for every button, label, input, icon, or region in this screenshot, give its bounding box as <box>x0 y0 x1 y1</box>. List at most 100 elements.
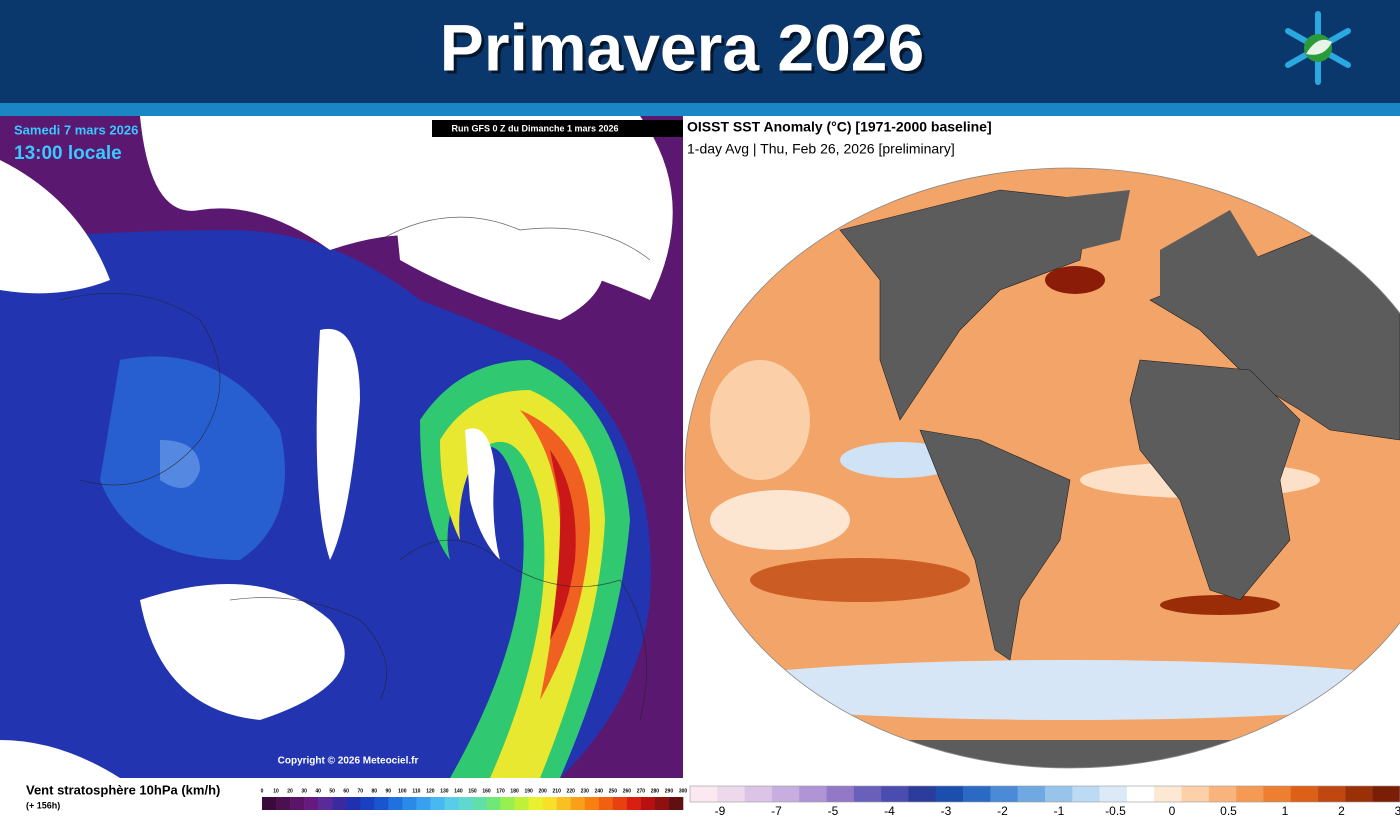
color-swatch <box>626 797 642 810</box>
color-swatch <box>304 797 319 810</box>
color-swatch <box>799 786 827 802</box>
scale-label: 40 <box>315 788 321 794</box>
map-outline <box>684 167 1400 769</box>
scale-label: 270 <box>637 788 646 794</box>
color-swatch <box>1045 786 1073 802</box>
colorbar-frame <box>689 785 1400 803</box>
scale-label: -2 <box>997 804 1008 817</box>
color-swatch <box>332 797 347 810</box>
color-swatch <box>853 786 882 802</box>
color-swatch <box>690 786 718 802</box>
scale-label: 280 <box>651 788 660 794</box>
color-swatch <box>654 797 670 810</box>
color-swatch <box>1345 786 1373 802</box>
scale-label: 100 <box>398 788 407 794</box>
scale-label: 230 <box>581 788 590 794</box>
color-swatch <box>1263 786 1292 802</box>
map-time: 13:00 locale <box>14 143 122 164</box>
color-swatch <box>1372 786 1400 802</box>
scale-label: 70 <box>357 788 363 794</box>
color-swatch <box>514 797 529 810</box>
scale-label: -5 <box>828 804 839 817</box>
scale-label: 1 <box>1282 804 1289 817</box>
color-swatch <box>458 797 473 810</box>
scale-label: 130 <box>440 788 449 794</box>
scale-label: 250 <box>609 788 618 794</box>
map-date: Samedi 7 mars 2026 <box>14 122 138 137</box>
scale-label: 150 <box>468 788 477 794</box>
color-swatch <box>1017 786 1046 802</box>
scale-label: -3 <box>941 804 952 817</box>
color-swatch <box>881 786 909 802</box>
scale-label: 190 <box>524 788 533 794</box>
scale-label: 110 <box>412 788 420 794</box>
color-swatch <box>318 797 333 810</box>
scale-label: 120 <box>426 788 435 794</box>
color-swatch <box>276 797 291 810</box>
scale-label: 200 <box>538 788 547 794</box>
color-swatch <box>744 786 773 802</box>
sst-map <box>685 168 1400 768</box>
color-swatch <box>472 797 487 810</box>
color-swatch <box>908 786 937 802</box>
scale-label: -4 <box>884 804 895 817</box>
scale-label: 60 <box>343 788 349 794</box>
color-swatch <box>963 786 991 802</box>
color-swatch <box>1208 786 1237 802</box>
color-swatch <box>990 786 1018 802</box>
scale-label: 140 <box>454 788 463 794</box>
color-swatch <box>430 797 445 810</box>
scale-label: 210 <box>553 788 562 794</box>
legend-title: Vent stratosphère 10hPa (km/h) <box>26 782 220 797</box>
color-swatch <box>668 797 684 810</box>
copyright: Copyright © 2026 Meteociel.fr <box>278 756 419 767</box>
scale-label: 80 <box>371 788 377 794</box>
color-swatch <box>771 786 800 802</box>
scale-label: 220 <box>567 788 576 794</box>
color-swatch <box>1181 786 1210 802</box>
scale-label: 0 <box>1169 804 1176 817</box>
run-label: Run GFS 0 Z du Dimanche 1 mars 2026 <box>451 123 618 133</box>
sst-subtitle: 1-day Avg | Thu, Feb 26, 2026 [prelimina… <box>687 141 955 157</box>
scale-label: 290 <box>665 788 674 794</box>
scale-label: 0.5 <box>1220 804 1237 817</box>
color-swatch <box>444 797 459 810</box>
color-swatch <box>1099 786 1128 802</box>
color-swatch <box>584 797 600 810</box>
wind-colorbar: 0 10 20 30 40 50 60 70 80 90 100 110 120 130 140 150 160… <box>261 788 688 810</box>
color-swatch <box>262 797 277 810</box>
color-swatch <box>290 797 305 810</box>
scale-label: 160 <box>482 788 491 794</box>
color-swatch <box>556 797 572 810</box>
scale-label: 90 <box>386 788 392 794</box>
color-swatch <box>717 786 745 802</box>
scale-label: 10 <box>273 788 279 794</box>
color-swatch <box>1318 786 1346 802</box>
scale-label: 2 <box>1338 804 1345 817</box>
color-swatch <box>416 797 431 810</box>
scale-label: 0 <box>261 788 264 794</box>
scale-label: 240 <box>595 788 604 794</box>
color-swatch <box>1154 786 1182 802</box>
scale-label: 300 <box>679 788 688 794</box>
color-swatch <box>1290 786 1319 802</box>
color-swatch <box>542 797 557 810</box>
scale-label: 20 <box>287 788 293 794</box>
color-swatch <box>1126 786 1155 802</box>
color-swatch <box>486 797 501 810</box>
scale-label: 170 <box>496 788 505 794</box>
scale-label: 30 <box>301 788 307 794</box>
title: Primavera 2026 <box>440 10 924 84</box>
color-swatch <box>374 797 389 810</box>
scale-label: 260 <box>623 788 632 794</box>
scale-label: 180 <box>510 788 519 794</box>
color-swatch <box>935 786 964 802</box>
color-swatch <box>1072 786 1100 802</box>
scale-label: 50 <box>329 788 335 794</box>
color-swatch <box>500 797 515 810</box>
scale-label: -1 <box>1054 804 1065 817</box>
color-swatch <box>826 786 855 802</box>
header-bar <box>0 0 1400 103</box>
logo <box>1285 11 1351 85</box>
